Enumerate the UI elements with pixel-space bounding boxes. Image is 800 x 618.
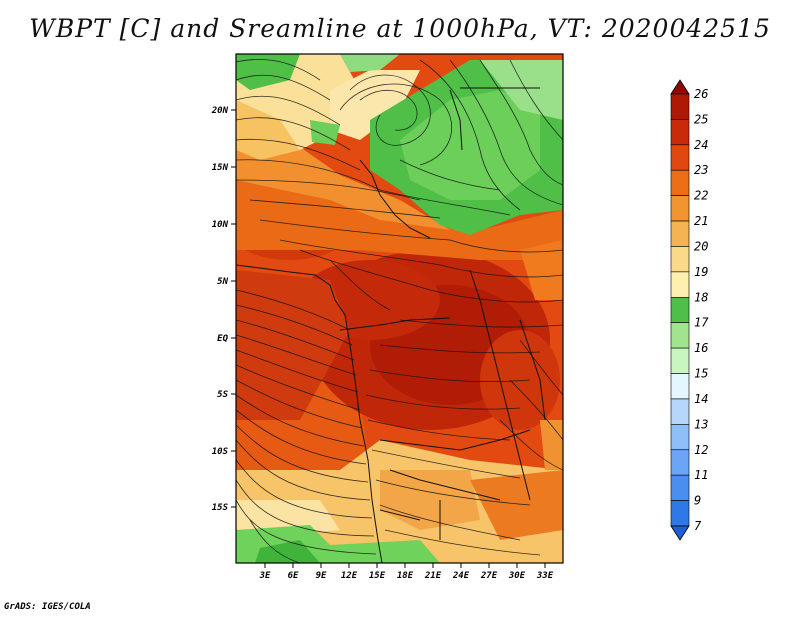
colorbar-label: 11 <box>694 468 708 482</box>
colorbar-label: 20 <box>694 239 708 253</box>
lon-label: 6E <box>288 571 299 581</box>
colorbar-label: 7 <box>694 519 702 533</box>
colorbar-label: 9 <box>694 494 701 508</box>
lat-label: 20N <box>211 106 229 116</box>
colorbar-label: 13 <box>694 417 708 431</box>
lat-label: 5N <box>217 277 228 287</box>
lat-label: 10N <box>212 220 229 230</box>
lat-label: 10S <box>212 447 229 457</box>
colorbar-label: 17 <box>694 316 709 330</box>
colorbar-label: 16 <box>694 341 708 355</box>
colorbar-swatch <box>670 500 690 527</box>
lon-label: 33E <box>536 571 554 581</box>
colorbar-swatch <box>670 296 690 324</box>
lat-label: EQ <box>217 334 228 344</box>
wbpt-field <box>236 54 563 563</box>
colorbar-swatch <box>670 246 690 273</box>
chart-title: WBPT [C] and Sreamline at 1000hPa, VT: 2… <box>29 14 771 43</box>
colorbar-swatch <box>670 322 690 349</box>
colorbar-label: 18 <box>694 290 708 304</box>
colorbar-label: 15 <box>694 367 708 381</box>
colorbar-label: 26 <box>694 87 708 101</box>
streamlines <box>236 59 563 563</box>
lat-label: 5S <box>217 390 228 400</box>
longitude-axis <box>264 563 546 568</box>
colorbar-swatch <box>670 271 690 298</box>
colorbar-label: 22 <box>694 189 708 203</box>
lon-label: 21E <box>424 571 442 581</box>
colorbar-swatch <box>670 449 690 476</box>
colorbar: 26 25 24 23 22 21 20 19 18 17 16 15 14 13 12 11 9 7 <box>670 79 709 541</box>
colorbar-swatch <box>670 195 690 222</box>
colorbar-label: 21 <box>694 214 708 228</box>
colorbar-label: 19 <box>694 265 708 279</box>
colorbar-label: 25 <box>694 112 708 126</box>
lat-label: 15N <box>212 163 229 173</box>
colorbar-swatch <box>670 347 690 374</box>
colorbar-swatch <box>670 119 690 146</box>
colorbar-swatch <box>670 424 690 451</box>
colorbar-swatch <box>670 398 690 425</box>
colorbar-swatch <box>670 474 690 501</box>
lon-label: 12E <box>341 571 358 581</box>
colorbar-swatch <box>670 373 690 400</box>
latitude-axis <box>231 109 236 508</box>
footer-credit: GrADS: IGES/COLA <box>4 602 91 612</box>
lon-label: 24E <box>452 571 470 581</box>
colorbar-swatch <box>670 169 690 196</box>
lon-label: 30E <box>508 571 526 581</box>
colorbar-swatch <box>670 220 690 247</box>
colorbar-label: 14 <box>694 392 708 406</box>
colorbar-swatch <box>670 525 690 541</box>
colorbar-label: 24 <box>694 138 708 152</box>
colorbar-swatch <box>670 79 690 95</box>
lon-label: 9E <box>316 571 327 581</box>
colorbar-label: 12 <box>694 443 708 457</box>
lon-label: 15E <box>369 571 386 581</box>
colorbar-swatch <box>670 144 690 171</box>
lat-label: 15S <box>212 503 229 513</box>
lon-label: 18E <box>397 571 414 581</box>
lon-label: 27E <box>480 571 498 581</box>
colorbar-label: 23 <box>694 163 708 177</box>
colorbar-swatch <box>670 93 690 120</box>
map-frame <box>235 53 564 564</box>
lon-label: 3E <box>259 571 271 581</box>
